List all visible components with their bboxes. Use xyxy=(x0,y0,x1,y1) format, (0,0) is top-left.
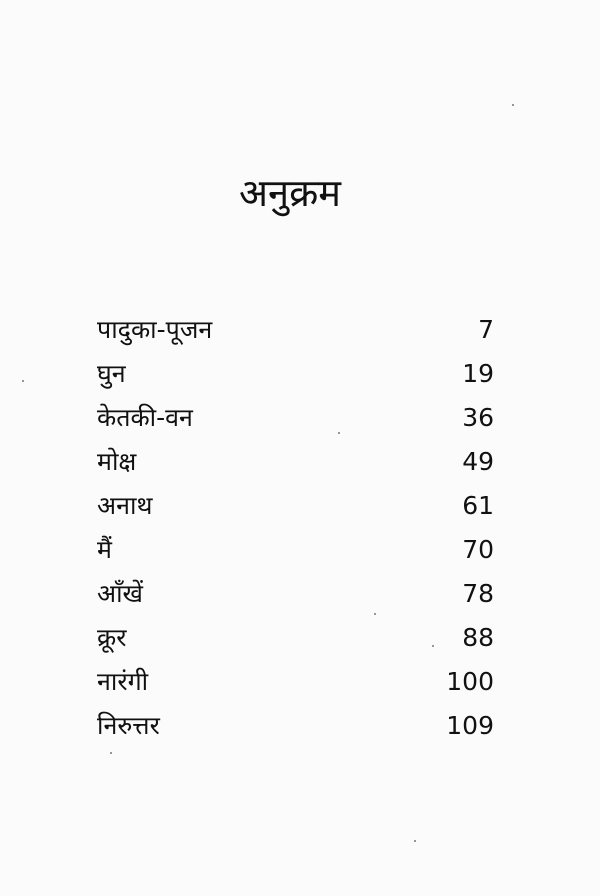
scan-speck xyxy=(110,752,112,754)
toc-entry: मैं 70 xyxy=(97,530,494,574)
toc-entry-page: 49 xyxy=(462,447,494,476)
toc-entry-title: मोक्ष xyxy=(97,447,137,476)
toc-entry-page: 19 xyxy=(462,359,494,388)
toc-entry: घुन 19 xyxy=(97,354,494,398)
scan-speck xyxy=(374,613,376,615)
toc-entry: मोक्ष 49 xyxy=(97,442,494,486)
scan-speck xyxy=(414,840,416,842)
scan-speck xyxy=(22,380,24,382)
toc-entry-page: 36 xyxy=(462,403,494,432)
toc-entry: क्रूर 88 xyxy=(97,618,494,662)
scan-speck xyxy=(338,432,340,434)
page-title: अनुक्रम xyxy=(238,171,342,215)
toc-entry-page: 100 xyxy=(446,667,494,696)
toc-entry: केतकी-वन 36 xyxy=(97,398,494,442)
toc-entry-title: निरुत्तर xyxy=(97,711,160,740)
toc-entry-page: 70 xyxy=(462,535,494,564)
toc-entry: निरुत्तर 109 xyxy=(97,706,494,750)
toc-entry-page: 78 xyxy=(462,579,494,608)
toc-entry-page: 88 xyxy=(462,623,494,652)
toc-entry-page: 61 xyxy=(462,491,494,520)
toc-entry-title: केतकी-वन xyxy=(97,403,193,432)
table-of-contents: पादुका-पूजन 7 घुन 19 केतकी-वन 36 मोक्ष 49 अन… xyxy=(97,310,494,750)
toc-entry-title: पादुका-पूजन xyxy=(97,315,213,344)
toc-entry: नारंगी 100 xyxy=(97,662,494,706)
toc-entry-title: घुन xyxy=(97,359,126,388)
toc-entry-title: आँखें xyxy=(97,579,144,608)
toc-entry-title: मैं xyxy=(97,535,112,564)
toc-entry-page: 7 xyxy=(478,315,494,344)
toc-entry-title: अनाथ xyxy=(97,491,153,520)
toc-entry: पादुका-पूजन 7 xyxy=(97,310,494,354)
toc-entry-title: नारंगी xyxy=(97,667,149,696)
toc-entry: अनाथ 61 xyxy=(97,486,494,530)
toc-entry-title: क्रूर xyxy=(97,623,127,652)
toc-entry: आँखें 78 xyxy=(97,574,494,618)
scan-speck xyxy=(432,645,434,647)
scan-speck xyxy=(512,104,514,106)
toc-entry-page: 109 xyxy=(446,711,494,740)
